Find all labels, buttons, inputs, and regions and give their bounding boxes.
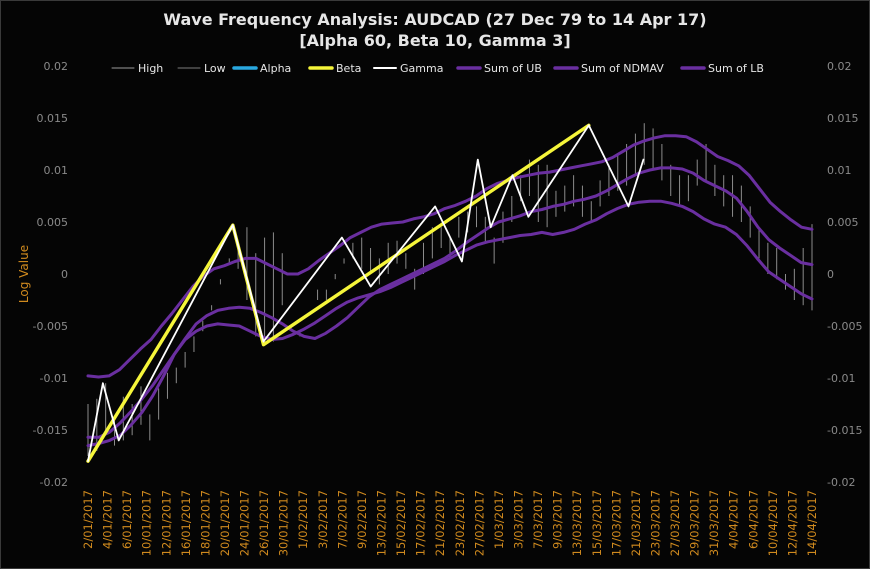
x-tick-label: 26/01/2017 xyxy=(257,490,271,556)
x-tick-label: 23/03/2017 xyxy=(649,490,663,556)
x-tick-label: 30/01/2017 xyxy=(277,490,291,556)
legend-label: Beta xyxy=(336,62,361,75)
x-tick-label: 9/02/2017 xyxy=(355,490,369,549)
x-tick-label: 17/02/2017 xyxy=(414,490,428,556)
y-tick-label-left: 0.015 xyxy=(37,112,69,125)
y-tick-label-left: -0.02 xyxy=(40,476,68,489)
x-tick-label: 21/02/2017 xyxy=(433,490,447,556)
x-tick-label: 12/04/2017 xyxy=(785,490,799,556)
x-tick-label: 27/02/2017 xyxy=(472,490,486,556)
y-tick-label-right: -0.005 xyxy=(827,320,862,333)
x-tick-label: 29/03/2017 xyxy=(688,490,702,556)
x-tick-label: 21/03/2017 xyxy=(629,490,643,556)
y-tick-label-right: 0.01 xyxy=(827,164,852,177)
legend-label: Sum of NDMAV xyxy=(581,62,664,75)
x-tick-label: 3/02/2017 xyxy=(316,490,330,549)
x-tick-label: 3/03/2017 xyxy=(512,490,526,549)
series-line-gamma xyxy=(87,124,645,463)
x-tick-label: 27/03/2017 xyxy=(668,490,682,556)
chart-title-line1: Wave Frequency Analysis: AUDCAD (27 Dec … xyxy=(163,10,707,29)
y-tick-label-left: -0.01 xyxy=(40,372,68,385)
x-tick-label: 1/03/2017 xyxy=(492,490,506,549)
series-line-sum-of-ndmav xyxy=(86,166,814,439)
chart-title: Wave Frequency Analysis: AUDCAD (27 Dec … xyxy=(0,9,870,51)
x-tick-label: 4/01/2017 xyxy=(101,490,115,549)
x-tick-label: 17/03/2017 xyxy=(609,490,623,556)
legend-label: Alpha xyxy=(260,62,291,75)
x-tick-label: 23/02/2017 xyxy=(453,490,467,556)
legend-label: High xyxy=(138,62,163,75)
x-tick-label: 6/04/2017 xyxy=(746,490,760,549)
y-tick-label-right: -0.01 xyxy=(827,372,855,385)
y-tick-label-left: 0.01 xyxy=(44,164,69,177)
y-tick-label-left: 0.02 xyxy=(44,60,69,73)
x-tick-label: 15/02/2017 xyxy=(394,490,408,556)
x-tick-label: 31/03/2017 xyxy=(707,490,721,556)
chart-title-line2: [Alpha 60, Beta 10, Gamma 3] xyxy=(299,31,571,50)
series-line-sum-of-lb xyxy=(86,199,814,448)
y-axis-label: Log Value xyxy=(17,245,31,303)
x-tick-label: 6/01/2017 xyxy=(120,490,134,549)
x-tick-label: 14/04/2017 xyxy=(805,490,819,556)
x-tick-label: 10/04/2017 xyxy=(766,490,780,556)
y-tick-label-right: -0.02 xyxy=(827,476,855,489)
x-tick-label: 16/01/2017 xyxy=(179,490,193,556)
legend-label: Low xyxy=(204,62,226,75)
y-tick-label-left: 0 xyxy=(61,268,68,281)
series-lines xyxy=(86,123,814,463)
series-line-beta xyxy=(86,123,591,463)
y-tick-label-left: 0.005 xyxy=(37,216,69,229)
x-tick-label: 15/03/2017 xyxy=(590,490,604,556)
x-tick-label: 13/02/2017 xyxy=(375,490,389,556)
y-axis-ticks: 0.02 0.02 0.015 0.015 0.01 0.01 0.005 0.005 0 0 -0… xyxy=(33,60,863,489)
y-tick-label-right: 0 xyxy=(827,268,834,281)
legend-label: Sum of LB xyxy=(708,62,764,75)
x-tick-label: 18/01/2017 xyxy=(198,490,212,556)
x-tick-label: 7/03/2017 xyxy=(531,490,545,549)
y-tick-label-left: -0.005 xyxy=(33,320,68,333)
y-tick-label-right: 0.015 xyxy=(827,112,859,125)
y-tick-label-left: -0.015 xyxy=(33,424,68,437)
x-tick-label: 10/01/2017 xyxy=(140,490,154,556)
x-tick-label: 20/01/2017 xyxy=(218,490,232,556)
y-tick-label-right: 0.005 xyxy=(827,216,859,229)
x-tick-label: 12/01/2017 xyxy=(159,490,173,556)
x-tick-label: 24/01/2017 xyxy=(238,490,252,556)
x-axis-ticks: 2/01/2017 4/01/2017 6/01/2017 10/01/2017 12/… xyxy=(81,490,819,556)
x-tick-label: 2/01/2017 xyxy=(81,490,95,549)
legend-label: Gamma xyxy=(400,62,443,75)
y-tick-label-right: 0.02 xyxy=(827,60,852,73)
y-tick-label-right: -0.015 xyxy=(827,424,862,437)
x-tick-label: 4/04/2017 xyxy=(727,490,741,549)
x-tick-label: 9/03/2017 xyxy=(551,490,565,549)
legend-label: Sum of UB xyxy=(484,62,542,75)
hl-bars xyxy=(87,123,813,456)
legend: High Low Alpha Beta Gamma Sum of UB Sum of NDM… xyxy=(111,62,764,75)
x-tick-label: 1/02/2017 xyxy=(296,490,310,549)
x-tick-label: 13/03/2017 xyxy=(570,490,584,556)
x-tick-label: 7/02/2017 xyxy=(335,490,349,549)
